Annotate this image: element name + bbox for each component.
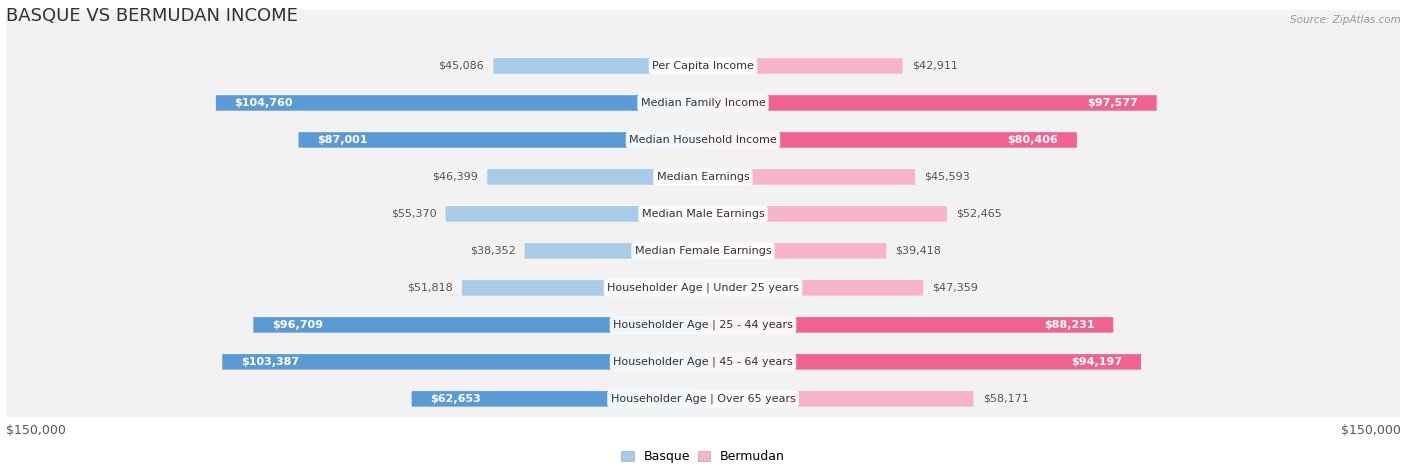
Text: $46,399: $46,399 [432,172,478,182]
FancyBboxPatch shape [298,132,703,148]
FancyBboxPatch shape [703,280,924,296]
Text: $94,197: $94,197 [1071,357,1122,367]
Text: $103,387: $103,387 [240,357,299,367]
FancyBboxPatch shape [703,354,1142,370]
Text: Median Household Income: Median Household Income [628,135,778,145]
Text: $58,171: $58,171 [983,394,1029,404]
Text: $45,086: $45,086 [439,61,484,71]
FancyBboxPatch shape [222,354,703,370]
Text: $52,465: $52,465 [956,209,1002,219]
FancyBboxPatch shape [488,169,703,184]
Text: Householder Age | Over 65 years: Householder Age | Over 65 years [610,394,796,404]
FancyBboxPatch shape [703,391,973,407]
Text: Median Female Earnings: Median Female Earnings [634,246,772,256]
Text: $96,709: $96,709 [271,320,323,330]
Text: $51,818: $51,818 [406,283,453,293]
Text: $150,000: $150,000 [1340,424,1400,437]
FancyBboxPatch shape [463,280,703,296]
FancyBboxPatch shape [446,206,703,222]
FancyBboxPatch shape [703,169,915,184]
Text: BASQUE VS BERMUDAN INCOME: BASQUE VS BERMUDAN INCOME [6,7,298,25]
Text: $42,911: $42,911 [912,61,957,71]
FancyBboxPatch shape [703,317,1114,333]
FancyBboxPatch shape [703,58,903,74]
FancyBboxPatch shape [703,95,1157,111]
Text: $62,653: $62,653 [430,394,481,404]
Text: $97,577: $97,577 [1087,98,1137,108]
FancyBboxPatch shape [412,391,703,407]
Text: $45,593: $45,593 [924,172,970,182]
Text: Householder Age | Under 25 years: Householder Age | Under 25 years [607,283,799,293]
Text: Median Family Income: Median Family Income [641,98,765,108]
Text: $55,370: $55,370 [391,209,436,219]
Text: $80,406: $80,406 [1008,135,1059,145]
Text: Median Earnings: Median Earnings [657,172,749,182]
Text: $38,352: $38,352 [470,246,516,256]
Text: $104,760: $104,760 [235,98,292,108]
Text: Median Male Earnings: Median Male Earnings [641,209,765,219]
FancyBboxPatch shape [703,206,948,222]
FancyBboxPatch shape [524,243,703,259]
FancyBboxPatch shape [494,58,703,74]
FancyBboxPatch shape [217,95,703,111]
Text: Householder Age | 45 - 64 years: Householder Age | 45 - 64 years [613,357,793,367]
Text: Source: ZipAtlas.com: Source: ZipAtlas.com [1289,15,1400,25]
Text: $88,231: $88,231 [1045,320,1095,330]
Text: $39,418: $39,418 [896,246,942,256]
Text: $87,001: $87,001 [318,135,367,145]
FancyBboxPatch shape [253,317,703,333]
Text: $47,359: $47,359 [932,283,979,293]
Text: Householder Age | 25 - 44 years: Householder Age | 25 - 44 years [613,319,793,330]
Legend: Basque, Bermudan: Basque, Bermudan [616,445,790,467]
FancyBboxPatch shape [703,243,886,259]
Text: Per Capita Income: Per Capita Income [652,61,754,71]
FancyBboxPatch shape [703,132,1077,148]
Text: $150,000: $150,000 [6,424,66,437]
